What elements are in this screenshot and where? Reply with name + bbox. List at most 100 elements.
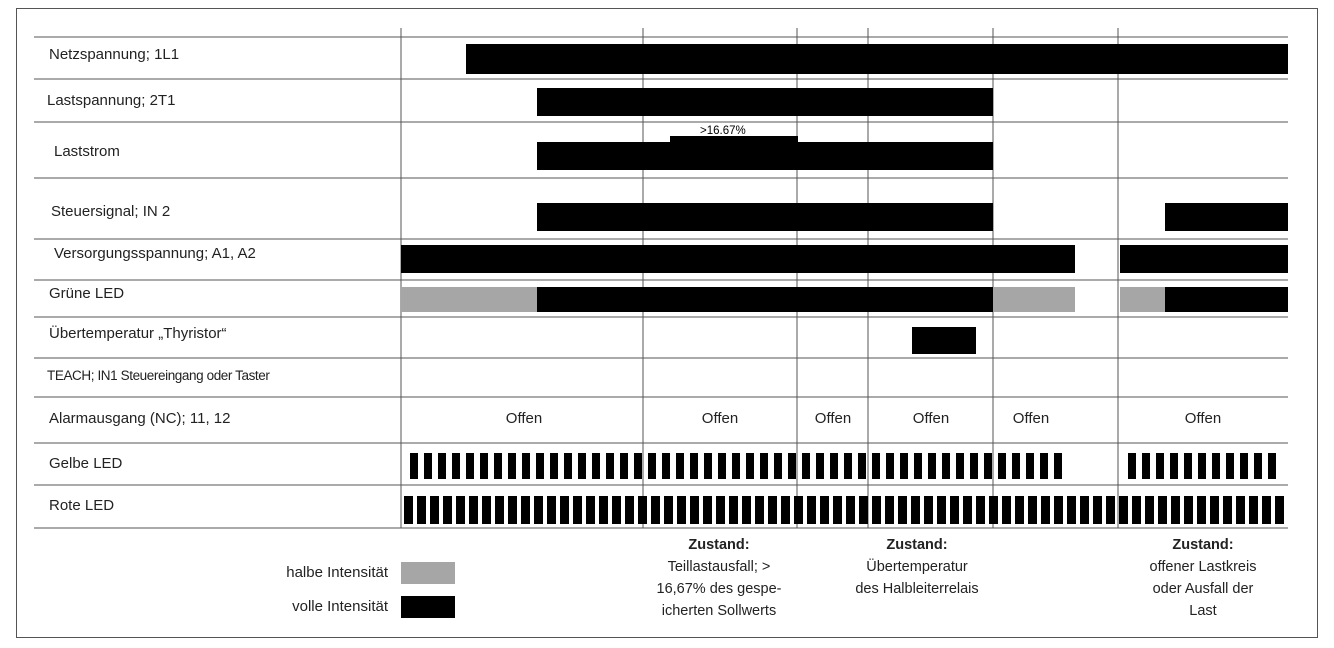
blink-segment-rote-led [547, 496, 556, 524]
blink-segment-rote-led [885, 496, 894, 524]
state-heading: Zustand: [688, 537, 750, 553]
blink-segment-gelbe-led [592, 453, 600, 479]
state-heading: Zustand: [886, 537, 948, 553]
blink-segment-rote-led [1106, 496, 1115, 524]
blink-segment-gelbe-led [1226, 453, 1234, 479]
blink-segment-rote-led [846, 496, 855, 524]
row-label-teach: TEACH; IN1 Steuereingang oder Taster [47, 368, 270, 383]
signal-bar-uebertemperatur [912, 327, 976, 354]
blink-segment-rote-led [1080, 496, 1089, 524]
blink-segment-gelbe-led [676, 453, 684, 479]
blink-segment-rote-led [1210, 496, 1219, 524]
diagram-frame [16, 8, 1318, 638]
blink-segment-gelbe-led [872, 453, 880, 479]
alarm-state-label: Offen [1012, 410, 1050, 427]
blink-segment-rote-led [651, 496, 660, 524]
state-line: oder Ausfall der [1152, 581, 1254, 597]
alarm-state-label: Offen [912, 410, 950, 427]
state-line: Übertemperatur [866, 559, 968, 575]
blink-segment-gelbe-led [452, 453, 460, 479]
blink-segment-rote-led [690, 496, 699, 524]
blink-segment-gelbe-led [634, 453, 642, 479]
blink-segment-gelbe-led [1268, 453, 1276, 479]
blink-segment-gelbe-led [648, 453, 656, 479]
blink-segment-rote-led [768, 496, 777, 524]
blink-segment-gelbe-led [732, 453, 740, 479]
legend-half-label: halbe Intensität [286, 564, 388, 581]
state-heading: Zustand: [1172, 537, 1234, 553]
blink-segment-gelbe-led [522, 453, 530, 479]
blink-segment-rote-led [742, 496, 751, 524]
blink-segment-rote-led [989, 496, 998, 524]
row-label-gelbe-led: Gelbe LED [49, 455, 123, 472]
blink-segment-gelbe-led [1012, 453, 1020, 479]
state-line: icherten Sollwerts [661, 603, 777, 619]
legend-full-label: volle Intensität [292, 598, 388, 615]
blink-segment-gelbe-led [606, 453, 614, 479]
blink-segment-rote-led [729, 496, 738, 524]
blink-segment-rote-led [1002, 496, 1011, 524]
blink-segment-rote-led [924, 496, 933, 524]
blink-segment-gelbe-led [1184, 453, 1192, 479]
signal-bar-versorgungsspannung [401, 245, 1075, 273]
blink-segment-gelbe-led [844, 453, 852, 479]
blink-segment-gelbe-led [438, 453, 446, 479]
blink-segment-gelbe-led [1128, 453, 1136, 479]
blink-segment-rote-led [1158, 496, 1167, 524]
blink-segment-rote-led [911, 496, 920, 524]
signal-bar-gruene-led [1120, 287, 1165, 312]
blink-segment-gelbe-led [1026, 453, 1034, 479]
blink-segment-rote-led [404, 496, 413, 524]
signal-bar-laststrom [670, 136, 798, 170]
blink-segment-rote-led [807, 496, 816, 524]
row-label-versorgungsspannung: Versorgungsspannung; A1, A2 [54, 245, 256, 262]
blink-segment-gelbe-led [1170, 453, 1178, 479]
alarm-state-label: Offen [505, 410, 543, 427]
blink-segment-rote-led [560, 496, 569, 524]
blink-segment-rote-led [872, 496, 881, 524]
blink-segment-rote-led [508, 496, 517, 524]
blink-segment-gelbe-led [690, 453, 698, 479]
row-label-uebertemperatur: Übertemperatur „Thyristor“ [49, 325, 227, 342]
blink-segment-rote-led [794, 496, 803, 524]
blink-segment-rote-led [664, 496, 673, 524]
blink-segment-rote-led [1119, 496, 1128, 524]
blink-segment-gelbe-led [830, 453, 838, 479]
blink-segment-gelbe-led [1142, 453, 1150, 479]
blink-segment-gelbe-led [984, 453, 992, 479]
blink-segment-rote-led [1067, 496, 1076, 524]
blink-segment-gelbe-led [466, 453, 474, 479]
blink-segment-rote-led [716, 496, 725, 524]
blink-segment-rote-led [1223, 496, 1232, 524]
signal-bar-gruene-led [993, 287, 1075, 312]
state-line: des Halbleiterrelais [855, 581, 979, 597]
blink-segment-gelbe-led [970, 453, 978, 479]
signal-bar-laststrom [797, 142, 993, 170]
state-line: Teillastausfall; > [667, 559, 771, 575]
blink-segment-rote-led [1249, 496, 1258, 524]
blink-segment-gelbe-led [886, 453, 894, 479]
blink-segment-rote-led [755, 496, 764, 524]
legend-half-swatch [401, 562, 455, 584]
blink-segment-rote-led [1275, 496, 1284, 524]
blink-segment-rote-led [495, 496, 504, 524]
blink-segment-rote-led [482, 496, 491, 524]
blink-segment-gelbe-led [774, 453, 782, 479]
blink-segment-rote-led [950, 496, 959, 524]
state-teillastausfall: Zustand: Teillastausfall; > 16,67% des g… [657, 534, 782, 622]
blink-segment-rote-led [1028, 496, 1037, 524]
blink-segment-gelbe-led [704, 453, 712, 479]
blink-segment-rote-led [820, 496, 829, 524]
blink-segment-rote-led [1015, 496, 1024, 524]
row-label-lastspannung: Lastspannung; 2T1 [47, 92, 176, 109]
blink-segment-gelbe-led [802, 453, 810, 479]
signal-bar-lastspannung [537, 88, 993, 116]
blink-segment-rote-led [573, 496, 582, 524]
blink-segment-rote-led [833, 496, 842, 524]
blink-segment-rote-led [976, 496, 985, 524]
blink-segment-gelbe-led [550, 453, 558, 479]
blink-segment-rote-led [1262, 496, 1271, 524]
blink-segment-gelbe-led [410, 453, 418, 479]
signal-bar-gruene-led [537, 287, 993, 312]
blink-segment-rote-led [1184, 496, 1193, 524]
